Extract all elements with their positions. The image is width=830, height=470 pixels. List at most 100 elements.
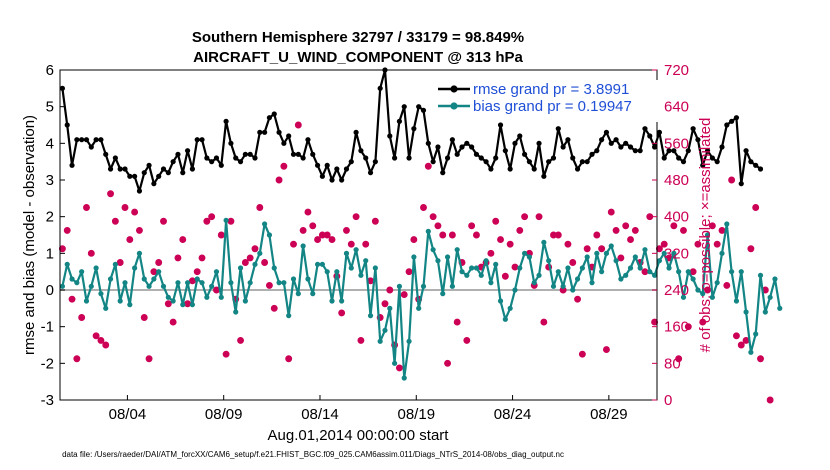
obs-assimilated-point	[170, 319, 177, 326]
y-axis-label: rmse and bias (model - observation)	[21, 115, 38, 355]
rmse-point	[237, 159, 244, 165]
bias-point	[584, 254, 590, 260]
bias-point	[449, 283, 455, 289]
x-axis-label: Aug.01,2014 00:00:00 start	[268, 427, 450, 444]
bias-point	[127, 302, 133, 308]
obs-assimilated-point	[627, 236, 634, 243]
obs-assimilated-point	[69, 296, 76, 303]
rmse-point	[83, 137, 90, 143]
bias-point	[204, 294, 210, 300]
legend-bias-label: bias grand pr = 0.19947	[473, 98, 632, 115]
obs-assimilated-point	[112, 218, 119, 225]
bias-point	[103, 305, 109, 311]
bias-point	[223, 217, 229, 223]
obs-assimilated-point	[401, 291, 408, 298]
rmse-point	[555, 126, 561, 132]
rmse-point	[59, 85, 66, 91]
rmse-point	[517, 133, 523, 139]
obs-assimilated-point	[420, 204, 427, 211]
rmse-point	[574, 166, 581, 172]
bias-point	[276, 280, 282, 286]
obs-assimilated-point	[295, 122, 302, 128]
bias-point	[387, 305, 393, 311]
bias-point	[252, 261, 258, 267]
bias-point	[493, 261, 499, 267]
obs-assimilated-point	[165, 300, 172, 307]
y-tick-label: -3	[41, 392, 54, 409]
rmse-point	[353, 129, 359, 135]
bias-point	[560, 283, 566, 289]
bias-point	[666, 265, 672, 271]
rmse-point	[536, 140, 542, 146]
bias-point	[589, 280, 595, 286]
bias-point	[733, 298, 740, 304]
bias-point	[343, 250, 350, 256]
y2-tick-label: 640	[664, 99, 689, 116]
bias-point	[377, 338, 383, 344]
obs-assimilated-point	[521, 213, 528, 220]
bias-point	[358, 272, 364, 278]
bias-point	[762, 309, 768, 315]
rmse-point	[396, 118, 403, 124]
obs-assimilated-point	[179, 236, 186, 243]
rmse-point	[204, 155, 210, 161]
rmse-point	[632, 148, 638, 154]
bias-point	[757, 272, 764, 278]
rmse-point	[209, 159, 215, 165]
obs-assimilated-point	[487, 250, 494, 257]
rmse-point	[406, 155, 412, 161]
bias-point	[623, 272, 629, 278]
obs-assimilated-point	[478, 264, 485, 271]
obs-assimilated-point	[463, 337, 470, 344]
bias-point	[651, 272, 658, 278]
bias-point	[719, 250, 725, 256]
y-tick-label: -1	[41, 319, 54, 336]
rmse-point	[748, 159, 754, 165]
obs-assimilated-point	[78, 314, 85, 321]
rmse-point	[704, 148, 711, 154]
x-tick-label: 08/24	[494, 406, 532, 423]
y2-tick-label: 720	[664, 62, 689, 79]
obs-assimilated-point	[189, 277, 196, 284]
obs-assimilated-point	[762, 287, 769, 293]
obs-assimilated-point	[150, 268, 157, 275]
bias-point	[98, 291, 104, 297]
rmse-point	[74, 137, 80, 143]
bias-point	[488, 280, 494, 286]
rmse-point	[88, 144, 94, 150]
obs-assimilated-point	[136, 227, 143, 234]
obs-assimilated-point	[203, 218, 210, 225]
data-file-footer: data file: /Users/raeder/DAI/ATM_forcXX/…	[62, 450, 564, 459]
obs-assimilated-point	[343, 227, 350, 234]
obs-assimilated-point	[675, 355, 682, 362]
rmse-point	[189, 166, 195, 172]
rmse-point	[671, 148, 677, 154]
rmse-point	[502, 148, 508, 154]
rmse-point	[420, 107, 427, 113]
bias-point	[632, 254, 638, 260]
legend: rmse grand pr = 3.8991 bias grand pr = 0…	[434, 80, 659, 122]
obs-assimilated-point	[237, 337, 244, 344]
bias-point	[425, 228, 431, 234]
rmse-point	[286, 133, 292, 139]
obs-assimilated-point	[516, 227, 523, 234]
rmse-point	[387, 133, 393, 139]
rmse-point	[550, 155, 557, 161]
y2-tick-label: 160	[664, 319, 689, 336]
bias-point	[257, 250, 263, 256]
rmse-point	[290, 151, 297, 157]
bias-point	[440, 291, 446, 297]
rmse-point	[295, 151, 301, 157]
obs-assimilated-point	[608, 209, 615, 216]
bias-point	[729, 269, 735, 275]
bias-point	[353, 247, 359, 253]
obs-assimilated-point	[622, 222, 629, 229]
obs-assimilated-point	[271, 305, 278, 312]
rmse-point	[680, 159, 687, 165]
obs-assimilated-point	[757, 355, 764, 362]
obs-assimilated-point	[449, 232, 456, 238]
obs-assimilated-point	[227, 218, 234, 225]
rmse-point	[151, 181, 157, 187]
y-tick-label: 2	[46, 209, 54, 226]
obs-assimilated-point	[531, 282, 538, 289]
